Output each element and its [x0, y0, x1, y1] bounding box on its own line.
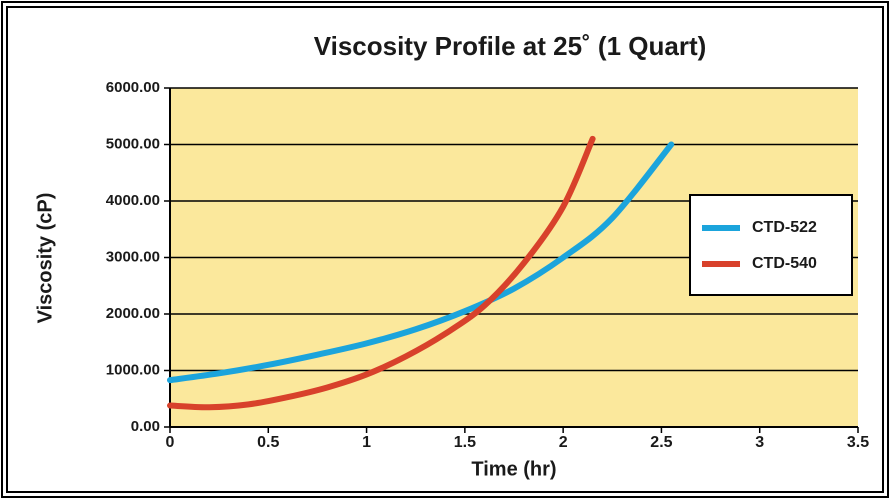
- y-tick-label: 6000.00: [106, 79, 160, 96]
- x-axis-label: Time (hr): [471, 458, 556, 480]
- x-tick-label: 3: [755, 434, 764, 451]
- y-tick-label: 4000.00: [106, 192, 160, 209]
- x-tick-label: 0: [166, 434, 175, 451]
- legend-box: [689, 194, 853, 296]
- x-tick-label: 0.5: [257, 434, 279, 451]
- inner-border: [6, 6, 884, 493]
- y-axis-label: Viscosity (cP): [34, 193, 56, 324]
- y-tick-label: 2000.00: [106, 305, 160, 322]
- x-tick-label: 2: [559, 434, 568, 451]
- series-line: [167, 141, 675, 384]
- y-tick-label: 5000.00: [106, 135, 160, 152]
- x-tick-label: 1: [362, 434, 371, 451]
- legend-label: CTD-522: [752, 219, 817, 236]
- series-line: [167, 135, 596, 411]
- x-tick-label: 2.5: [650, 434, 672, 451]
- x-tick-label: 1.5: [454, 434, 476, 451]
- y-tick-label: 1000.00: [106, 361, 160, 378]
- chart-title: Viscosity Profile at 25˚ (1 Quart): [314, 31, 707, 61]
- y-tick-label: 3000.00: [106, 248, 160, 265]
- legend-label: CTD-540: [752, 255, 817, 272]
- x-tick-label: 3.5: [847, 434, 869, 451]
- y-tick-label: 0.00: [131, 418, 160, 435]
